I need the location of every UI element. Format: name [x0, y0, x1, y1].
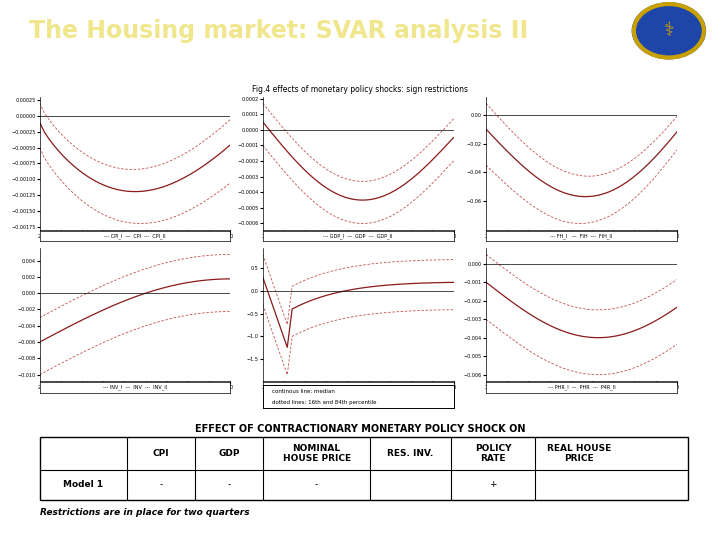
Text: --- CPI_I  —  CPI  ---  CPI_II: --- CPI_I — CPI --- CPI_II — [104, 233, 166, 239]
Text: Model 1: Model 1 — [63, 480, 104, 489]
Text: --- PHR_I  —  PHR  ---  P4R_II: --- PHR_I — PHR --- P4R_II — [547, 384, 616, 390]
Text: -: - — [315, 480, 318, 489]
Text: -: - — [228, 480, 231, 489]
Text: REAL HOUSE
PRICE: REAL HOUSE PRICE — [547, 444, 611, 463]
Text: Fig.4 effects of monetary policy shocks: sign restrictions: Fig.4 effects of monetary policy shocks:… — [252, 85, 468, 93]
Text: --- FH_I   —  FIH  ---  FIH_II: --- FH_I — FIH --- FIH_II — [550, 233, 613, 239]
Text: --- R_RATE_I — R_RATE --- R_RATE_II: --- R_RATE_I — R_RATE --- R_RATE_II — [315, 384, 402, 390]
Text: Restrictions are in place for two quarters: Restrictions are in place for two quarte… — [40, 508, 249, 517]
Text: ⚕: ⚕ — [664, 21, 674, 40]
Text: GDP: GDP — [218, 449, 240, 458]
Text: --- INV_I  —  INV  ---  INV_II: --- INV_I — INV --- INV_II — [103, 384, 167, 390]
Text: POLICY
RATE: POLICY RATE — [475, 444, 511, 463]
Text: CPI: CPI — [153, 449, 169, 458]
Text: continous line: median: continous line: median — [272, 389, 336, 394]
Text: NOMINAL
HOUSE PRICE: NOMINAL HOUSE PRICE — [282, 444, 351, 463]
Text: -: - — [159, 480, 163, 489]
Text: --- GDP_I  —  GDP  ---  GDP_II: --- GDP_I — GDP --- GDP_II — [323, 233, 393, 239]
Text: EFFECT OF CONTRACTIONARY MONETARY POLICY SHOCK ON: EFFECT OF CONTRACTIONARY MONETARY POLICY… — [194, 424, 526, 434]
Circle shape — [632, 3, 706, 59]
Text: RES. INV.: RES. INV. — [387, 449, 433, 458]
Text: dotted lines: 16th and 84th percentile: dotted lines: 16th and 84th percentile — [272, 400, 377, 404]
Text: The Housing market: SVAR analysis II: The Housing market: SVAR analysis II — [29, 19, 528, 43]
Text: +: + — [490, 480, 497, 489]
